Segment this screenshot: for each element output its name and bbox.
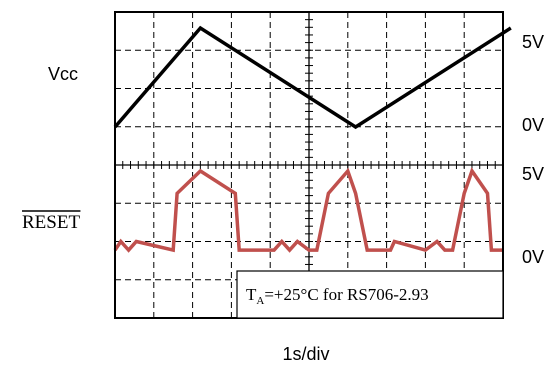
reset-5v-label: 5V <box>522 164 544 184</box>
reset-label: RESET <box>22 212 80 233</box>
annotation-box: TA=+25°C for RS706-2.93 <box>236 270 504 319</box>
reset-label-group: RESET <box>22 210 81 233</box>
vcc-label: Vcc <box>48 64 78 84</box>
timebase-label: 1s/div <box>282 344 329 364</box>
temperature-annotation: TA=+25°C for RS706-2.93 <box>246 285 429 307</box>
reset-trace <box>113 167 503 253</box>
vcc-0v-label: 0V <box>522 115 544 135</box>
reset-0v-label: 0V <box>522 247 544 267</box>
vcc-5v-label: 5V <box>522 32 544 52</box>
vcc-trace <box>113 25 512 130</box>
